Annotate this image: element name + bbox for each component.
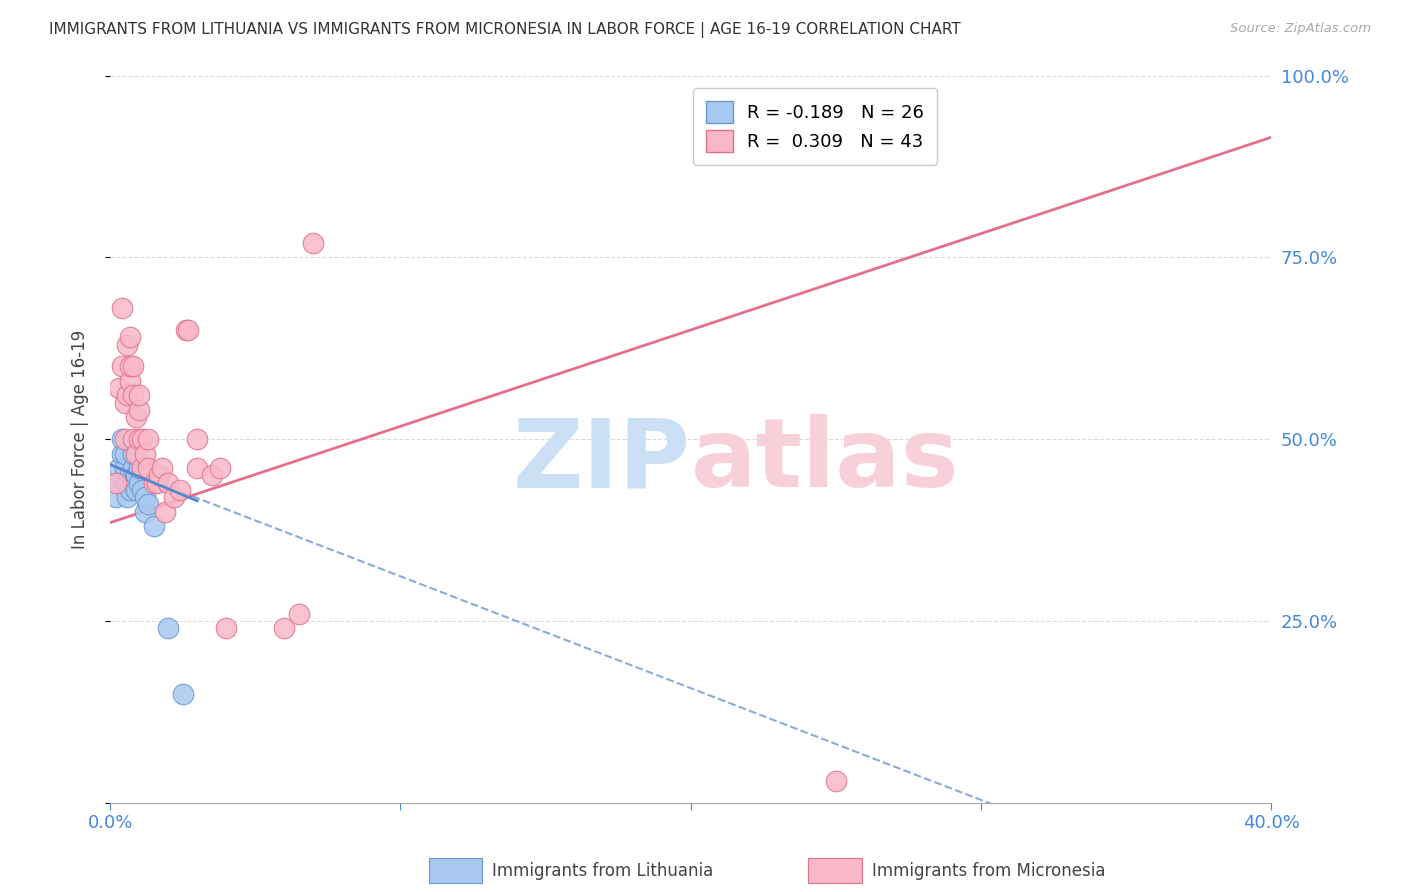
Y-axis label: In Labor Force | Age 16-19: In Labor Force | Age 16-19 bbox=[72, 329, 89, 549]
Point bbox=[107, 475, 129, 490]
Point bbox=[155, 505, 177, 519]
Point bbox=[142, 519, 165, 533]
Point bbox=[209, 461, 232, 475]
Point bbox=[120, 374, 142, 388]
Point bbox=[157, 621, 180, 635]
Point bbox=[114, 461, 136, 475]
Text: atlas: atlas bbox=[690, 415, 959, 508]
Point bbox=[174, 323, 197, 337]
Text: Immigrants from Micronesia: Immigrants from Micronesia bbox=[872, 862, 1105, 880]
Point bbox=[186, 461, 208, 475]
Point bbox=[111, 447, 134, 461]
Point bbox=[125, 483, 148, 497]
Text: Source: ZipAtlas.com: Source: ZipAtlas.com bbox=[1230, 22, 1371, 36]
Point bbox=[215, 621, 238, 635]
Point bbox=[128, 432, 150, 446]
Point bbox=[134, 505, 156, 519]
Point bbox=[131, 483, 153, 497]
Point bbox=[142, 475, 165, 490]
Point bbox=[128, 403, 150, 417]
Point bbox=[122, 359, 145, 374]
Point bbox=[104, 490, 127, 504]
Point bbox=[145, 475, 167, 490]
Point bbox=[114, 447, 136, 461]
Point bbox=[117, 388, 139, 402]
Point bbox=[117, 490, 139, 504]
Point bbox=[107, 381, 129, 395]
Point bbox=[186, 432, 208, 446]
Text: Immigrants from Lithuania: Immigrants from Lithuania bbox=[492, 862, 713, 880]
Point bbox=[114, 395, 136, 409]
Point bbox=[122, 432, 145, 446]
Point bbox=[111, 301, 134, 315]
Point bbox=[125, 468, 148, 483]
Point bbox=[114, 432, 136, 446]
Point bbox=[172, 687, 194, 701]
Point bbox=[111, 359, 134, 374]
Point bbox=[117, 337, 139, 351]
Point bbox=[163, 490, 186, 504]
Point bbox=[125, 410, 148, 425]
Legend: R = -0.189   N = 26, R =  0.309   N = 43: R = -0.189 N = 26, R = 0.309 N = 43 bbox=[693, 88, 936, 165]
Point bbox=[287, 607, 309, 621]
Point bbox=[122, 461, 145, 475]
Text: IMMIGRANTS FROM LITHUANIA VS IMMIGRANTS FROM MICRONESIA IN LABOR FORCE | AGE 16-: IMMIGRANTS FROM LITHUANIA VS IMMIGRANTS … bbox=[49, 22, 960, 38]
Point bbox=[134, 447, 156, 461]
Point bbox=[128, 461, 150, 475]
Point bbox=[824, 773, 846, 788]
Point bbox=[104, 475, 127, 490]
Point bbox=[177, 323, 200, 337]
Point bbox=[114, 475, 136, 490]
Point bbox=[120, 359, 142, 374]
Point bbox=[134, 490, 156, 504]
Point bbox=[157, 475, 180, 490]
Point bbox=[128, 388, 150, 402]
Point bbox=[136, 432, 159, 446]
Point bbox=[148, 468, 170, 483]
Text: ZIP: ZIP bbox=[513, 415, 690, 508]
Point bbox=[111, 432, 134, 446]
Point bbox=[122, 388, 145, 402]
Point bbox=[128, 475, 150, 490]
Point bbox=[120, 483, 142, 497]
Point bbox=[136, 461, 159, 475]
Point bbox=[120, 330, 142, 344]
Point bbox=[150, 461, 173, 475]
Point bbox=[125, 447, 148, 461]
Point bbox=[131, 432, 153, 446]
Point bbox=[136, 498, 159, 512]
Point bbox=[120, 468, 142, 483]
Point bbox=[273, 621, 295, 635]
Point bbox=[302, 235, 325, 250]
Point bbox=[169, 483, 191, 497]
Point bbox=[131, 461, 153, 475]
Point bbox=[201, 468, 224, 483]
Point bbox=[107, 461, 129, 475]
Point bbox=[122, 475, 145, 490]
Point bbox=[117, 475, 139, 490]
Point bbox=[122, 447, 145, 461]
